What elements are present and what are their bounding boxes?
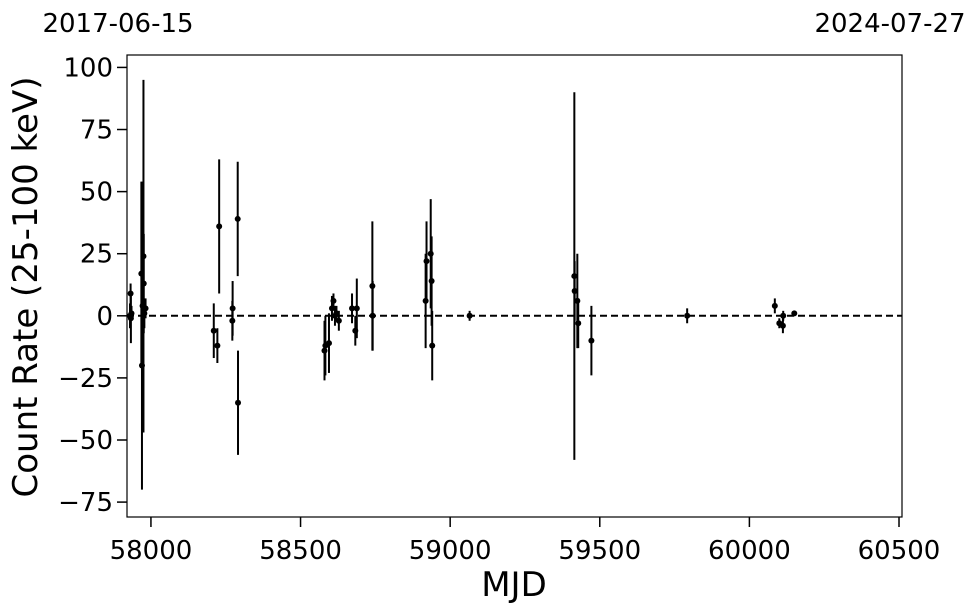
- data-point: [369, 281, 376, 351]
- data-marker: [235, 399, 242, 406]
- data-marker: [779, 322, 786, 329]
- data-point: [780, 310, 787, 321]
- data-point: [330, 293, 337, 309]
- data-marker: [428, 278, 435, 285]
- y-axis-label: Count Rate (25-100 keV): [6, 77, 46, 498]
- x-tick-label: 59000: [409, 536, 492, 566]
- data-point: [791, 310, 798, 317]
- data-marker: [335, 317, 342, 324]
- data-point: [210, 303, 217, 359]
- x-tick-label: 60000: [708, 536, 791, 566]
- data-marker: [142, 305, 149, 312]
- data-marker: [325, 340, 332, 347]
- data-point: [349, 293, 356, 324]
- top-date-right: 2024-07-27: [814, 9, 965, 39]
- data-point: [571, 261, 578, 321]
- data-marker: [369, 312, 376, 319]
- y-tick-label: 50: [80, 178, 113, 208]
- x-axis-label: MJD: [481, 565, 547, 605]
- data-marker: [330, 297, 337, 304]
- data-marker: [229, 305, 236, 312]
- data-marker: [128, 310, 135, 317]
- y-axis-ticks: −75 −50 −25 0 25 50 75 100: [58, 53, 127, 518]
- top-date-left: 2017-06-15: [42, 9, 193, 39]
- x-tick-label: 60500: [858, 536, 941, 566]
- data-marker: [575, 320, 582, 327]
- x-axis-ticks: 58000 58500 59000 59500 60000 60500: [110, 517, 941, 566]
- data-point: [128, 305, 135, 321]
- data-marker: [429, 342, 436, 349]
- data-marker: [353, 305, 360, 312]
- x-tick-label: 59500: [558, 536, 641, 566]
- data-point: [235, 350, 242, 455]
- data-marker: [349, 305, 356, 312]
- data-point: [423, 221, 430, 301]
- data-marker: [791, 310, 798, 317]
- data-marker: [140, 280, 147, 287]
- data-point: [353, 278, 360, 339]
- y-tick-label: 100: [63, 53, 113, 83]
- data-point: [588, 305, 595, 376]
- x-tick-label: 58500: [259, 536, 342, 566]
- data-marker: [588, 337, 595, 344]
- data-point: [216, 159, 223, 294]
- data-marker: [214, 342, 221, 349]
- y-tick-label: 25: [80, 240, 113, 270]
- data-marker: [210, 327, 217, 334]
- data-marker: [571, 287, 578, 294]
- data-point: [335, 310, 342, 331]
- y-tick-label: −75: [58, 488, 113, 518]
- data-point: [142, 298, 149, 319]
- data-point: [771, 298, 778, 314]
- y-tick-label: 75: [80, 116, 113, 146]
- data-marker: [216, 223, 223, 230]
- x-tick-label: 58000: [110, 536, 193, 566]
- data-marker: [771, 302, 778, 309]
- y-tick-label: 0: [96, 302, 113, 332]
- data-point: [684, 308, 691, 324]
- data-point: [229, 281, 236, 336]
- y-tick-label: −25: [58, 364, 113, 394]
- data-point: [575, 298, 582, 349]
- data-marker: [423, 258, 430, 265]
- axes-frame: [126, 54, 903, 518]
- data-marker: [780, 312, 787, 319]
- data-point: [214, 328, 221, 363]
- data-point: [325, 313, 332, 373]
- data-marker: [466, 312, 473, 319]
- data-point: [429, 310, 436, 381]
- data-point: [466, 310, 473, 321]
- data-point: [234, 161, 241, 277]
- data-marker: [684, 312, 691, 319]
- data-marker: [234, 215, 241, 222]
- plot-area: [126, 79, 902, 490]
- y-tick-label: −50: [58, 426, 113, 456]
